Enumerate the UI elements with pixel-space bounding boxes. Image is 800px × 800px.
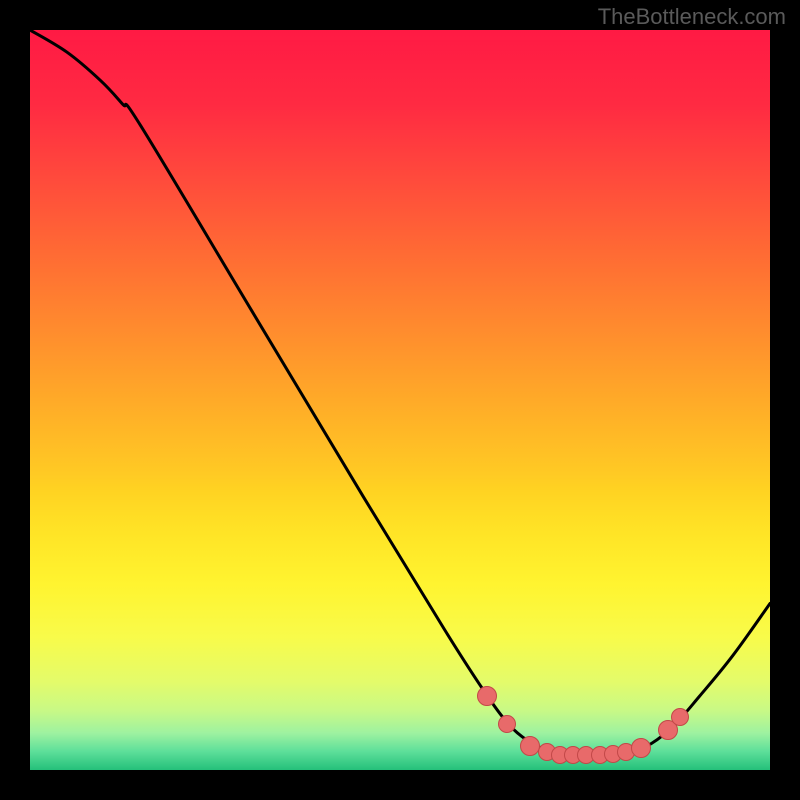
watermark-text: TheBottleneck.com xyxy=(598,4,786,30)
curve-marker xyxy=(477,686,497,706)
curve-marker xyxy=(498,715,516,733)
curve-marker xyxy=(631,738,651,758)
chart-frame: TheBottleneck.com xyxy=(0,0,800,800)
curve-marker xyxy=(520,736,540,756)
curve-marker xyxy=(671,708,689,726)
bottleneck-curve xyxy=(30,30,770,770)
plot-area xyxy=(30,30,770,770)
